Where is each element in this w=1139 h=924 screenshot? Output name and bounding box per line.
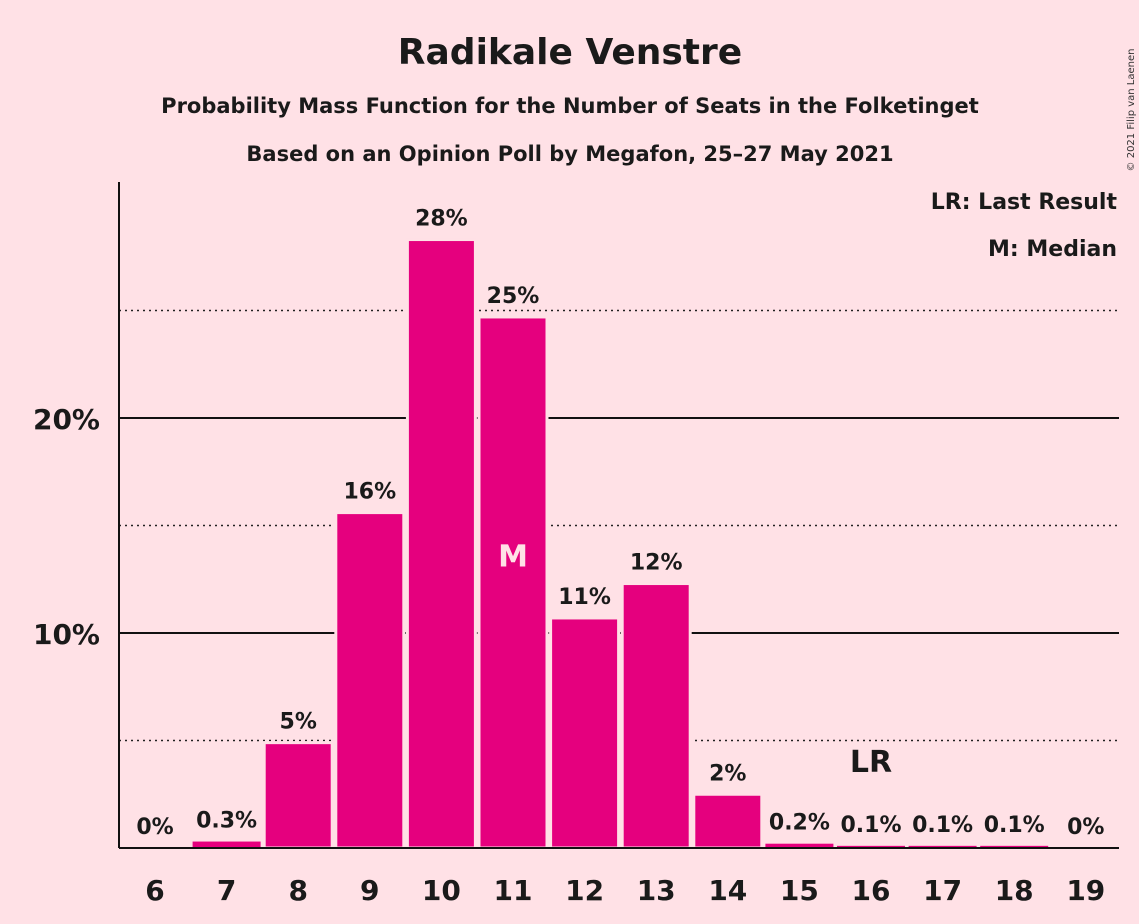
legend-last-result: LR: Last Result bbox=[931, 190, 1118, 215]
axes bbox=[118, 182, 1119, 849]
x-tick-11: 11 bbox=[494, 874, 533, 907]
data-label-13: 12% bbox=[630, 551, 683, 576]
x-tick-14: 14 bbox=[708, 874, 747, 907]
data-label-6: 0% bbox=[136, 815, 173, 840]
data-labels: 0% 0.3% 5% 16% 28% 25% M 11% 12% 2% 0.2% 0.1% LR 0.1%… bbox=[136, 207, 1104, 840]
data-label-14: 2% bbox=[709, 761, 746, 786]
x-tick-15: 15 bbox=[780, 874, 819, 907]
bar-10 bbox=[405, 238, 477, 850]
x-tick-9: 9 bbox=[360, 874, 379, 907]
bar-14 bbox=[692, 792, 764, 850]
data-label-8: 5% bbox=[280, 710, 317, 735]
data-label-11: 25% bbox=[487, 284, 540, 309]
bars bbox=[192, 238, 1049, 850]
y-tick-20: 20% bbox=[33, 403, 100, 436]
x-tick-16: 16 bbox=[852, 874, 891, 907]
legend-median: M: Median bbox=[988, 237, 1117, 262]
data-label-16: 0.1% bbox=[840, 813, 901, 838]
x-tick-13: 13 bbox=[637, 874, 676, 907]
data-label-7: 0.3% bbox=[196, 809, 257, 834]
bar-16 bbox=[837, 845, 905, 848]
bar-12 bbox=[549, 616, 621, 850]
bar-7 bbox=[192, 841, 261, 848]
data-label-19: 0% bbox=[1067, 815, 1104, 840]
bar-15 bbox=[765, 843, 834, 848]
data-label-18: 0.1% bbox=[984, 813, 1045, 838]
copyright-notice: © 2021 Filip van Laenen bbox=[1126, 49, 1137, 172]
bar-13 bbox=[620, 582, 692, 850]
y-tick-10: 10% bbox=[33, 618, 100, 651]
chart-subtitle-1: Probability Mass Function for the Number… bbox=[161, 94, 979, 118]
bar-11 bbox=[477, 315, 549, 850]
x-tick-18: 18 bbox=[995, 874, 1034, 907]
x-tick-8: 8 bbox=[288, 874, 307, 907]
x-tick-19: 19 bbox=[1066, 874, 1105, 907]
chart-subtitle-2: Based on an Opinion Poll by Megafon, 25–… bbox=[246, 142, 893, 166]
x-tick-17: 17 bbox=[923, 874, 962, 907]
x-tick-10: 10 bbox=[422, 874, 461, 907]
data-label-9: 16% bbox=[343, 480, 396, 505]
data-label-12: 11% bbox=[558, 585, 611, 610]
chart-title: Radikale Venstre bbox=[398, 32, 742, 73]
x-tick-6: 6 bbox=[145, 874, 164, 907]
x-tick-7: 7 bbox=[217, 874, 236, 907]
last-result-marker: LR bbox=[850, 745, 892, 780]
data-label-15: 0.2% bbox=[769, 811, 830, 836]
x-tick-12: 12 bbox=[565, 874, 604, 907]
median-marker: M bbox=[498, 540, 528, 575]
data-label-10: 28% bbox=[415, 207, 468, 232]
data-label-17: 0.1% bbox=[912, 813, 973, 838]
y-tick-labels: 10% 20% bbox=[33, 403, 100, 651]
bar-17 bbox=[908, 845, 977, 848]
bar-9 bbox=[334, 511, 406, 850]
x-tick-labels: 6 7 8 9 10 11 12 13 14 15 16 17 18 19 bbox=[145, 874, 1105, 907]
bar-8 bbox=[262, 741, 334, 850]
bar-18 bbox=[980, 845, 1049, 848]
